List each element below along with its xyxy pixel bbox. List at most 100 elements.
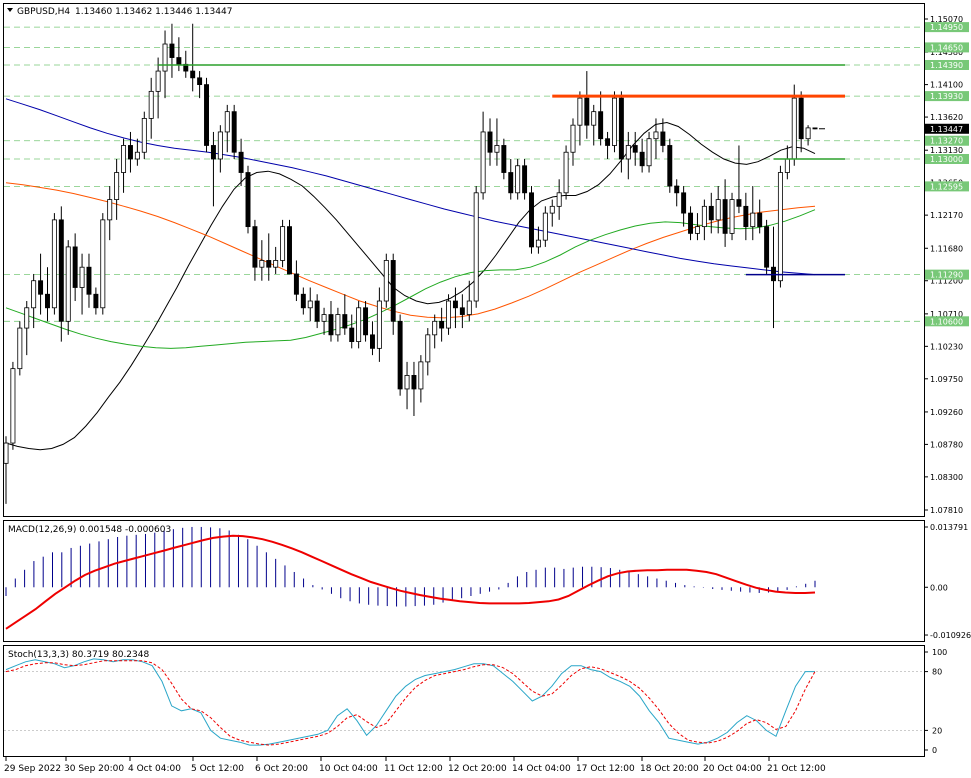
candle[interactable] [612,91,617,153]
candle[interactable] [404,361,410,410]
candle[interactable] [425,328,431,376]
candle[interactable] [542,206,548,247]
candle[interactable] [224,104,230,153]
candle[interactable] [314,294,320,329]
candle[interactable] [605,131,611,159]
candle[interactable] [51,213,57,315]
candle[interactable] [24,301,30,356]
candle[interactable] [217,125,223,173]
candle[interactable] [17,321,23,376]
candle[interactable] [674,179,680,207]
candle[interactable] [708,192,714,234]
candle[interactable] [632,131,638,166]
candle[interactable] [508,158,514,200]
candle[interactable] [501,138,507,180]
candle[interactable] [439,307,445,342]
candle[interactable] [639,138,645,173]
candle[interactable] [231,104,237,159]
candle[interactable] [252,219,258,281]
candle[interactable] [245,165,251,234]
candle[interactable] [141,111,147,159]
candle[interactable] [127,131,133,173]
candle[interactable] [38,253,44,315]
candle[interactable] [3,436,9,504]
candle[interactable] [204,77,209,153]
candle[interactable] [293,260,299,302]
candle[interactable] [515,158,521,200]
candle[interactable] [134,138,140,166]
candle[interactable] [100,213,106,315]
candle[interactable] [529,186,534,254]
candle[interactable] [72,233,78,302]
candle[interactable] [432,314,438,349]
candle[interactable] [743,192,749,241]
candle[interactable] [771,226,776,329]
candle[interactable] [45,267,50,322]
candle[interactable] [473,186,479,308]
candle[interactable] [715,186,721,234]
candle[interactable] [722,179,728,247]
candle[interactable] [466,280,472,322]
candle[interactable] [342,294,348,335]
candle[interactable] [667,138,673,193]
candle[interactable] [694,213,700,241]
candle[interactable] [736,145,742,214]
candle[interactable] [618,91,624,173]
candle[interactable] [114,158,120,220]
candle[interactable] [363,301,369,342]
candle[interactable] [418,355,424,403]
candle[interactable] [584,71,590,139]
candle[interactable] [369,321,375,356]
candle[interactable] [577,91,583,146]
candle[interactable] [259,240,265,281]
candle[interactable] [729,192,735,241]
candle[interactable] [335,307,341,342]
symbol-dropdown-icon[interactable] [7,8,13,12]
candle[interactable] [646,131,652,173]
candle[interactable] [660,118,666,153]
candle[interactable] [487,118,493,166]
candle[interactable] [10,361,16,450]
candle[interactable] [155,57,161,119]
candle[interactable] [307,287,313,322]
candle[interactable] [328,301,334,342]
candle[interactable] [321,307,327,335]
candle[interactable] [86,253,92,308]
candle[interactable] [376,287,382,362]
candle[interactable] [176,37,182,72]
candle[interactable] [349,314,355,349]
candle[interactable] [390,253,396,335]
candle[interactable] [688,206,694,241]
candle[interactable] [798,91,804,153]
candle[interactable] [65,240,71,335]
candle[interactable] [777,165,783,288]
candle[interactable] [653,118,659,159]
candle[interactable] [556,179,562,220]
candle[interactable] [459,294,465,329]
candle[interactable] [764,219,770,274]
candle[interactable] [31,273,37,329]
candle[interactable] [383,253,389,308]
candle[interactable] [280,219,286,268]
candle[interactable] [549,199,555,227]
candle[interactable] [79,253,85,315]
candle[interactable] [812,127,818,130]
candle[interactable] [701,199,707,241]
candle[interactable] [210,131,216,207]
candle[interactable] [300,287,306,315]
candle[interactable] [522,158,528,200]
candle[interactable] [107,186,113,241]
candle[interactable] [190,23,196,92]
candle[interactable] [625,131,631,180]
candle[interactable] [397,314,403,396]
candle[interactable] [535,226,541,254]
candle[interactable] [197,71,203,99]
candle[interactable] [273,246,279,274]
candle[interactable] [480,111,486,200]
candle[interactable] [784,145,790,180]
candle[interactable] [169,23,175,78]
candle[interactable] [287,219,292,275]
candle[interactable] [93,287,99,315]
candle[interactable] [238,138,244,187]
